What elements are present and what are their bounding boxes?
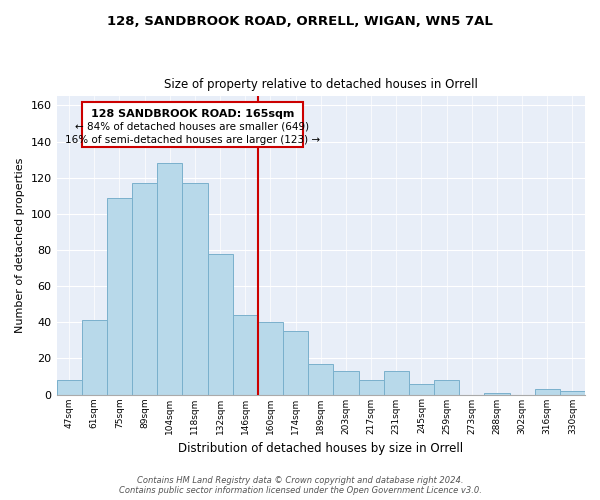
Text: 16% of semi-detached houses are larger (123) →: 16% of semi-detached houses are larger (…: [65, 135, 320, 145]
FancyBboxPatch shape: [82, 102, 303, 147]
Text: 128, SANDBROOK ROAD, ORRELL, WIGAN, WN5 7AL: 128, SANDBROOK ROAD, ORRELL, WIGAN, WN5 …: [107, 15, 493, 28]
Bar: [283, 332, 308, 394]
Bar: [258, 322, 283, 394]
Bar: [383, 371, 409, 394]
Bar: [157, 163, 182, 394]
Y-axis label: Number of detached properties: Number of detached properties: [15, 158, 25, 333]
Bar: [208, 254, 233, 394]
Title: Size of property relative to detached houses in Orrell: Size of property relative to detached ho…: [164, 78, 478, 91]
X-axis label: Distribution of detached houses by size in Orrell: Distribution of detached houses by size …: [178, 442, 463, 455]
Bar: [182, 183, 208, 394]
Bar: [359, 380, 383, 394]
Bar: [82, 320, 107, 394]
Bar: [409, 384, 434, 394]
Bar: [107, 198, 132, 394]
Bar: [308, 364, 334, 394]
Text: ← 84% of detached houses are smaller (649): ← 84% of detached houses are smaller (64…: [76, 122, 310, 132]
Bar: [484, 392, 509, 394]
Bar: [434, 380, 459, 394]
Bar: [560, 391, 585, 394]
Bar: [334, 371, 359, 394]
Bar: [56, 380, 82, 394]
Bar: [535, 389, 560, 394]
Text: 128 SANDBROOK ROAD: 165sqm: 128 SANDBROOK ROAD: 165sqm: [91, 109, 294, 119]
Bar: [233, 315, 258, 394]
Bar: [132, 183, 157, 394]
Text: Contains HM Land Registry data © Crown copyright and database right 2024.
Contai: Contains HM Land Registry data © Crown c…: [119, 476, 481, 495]
